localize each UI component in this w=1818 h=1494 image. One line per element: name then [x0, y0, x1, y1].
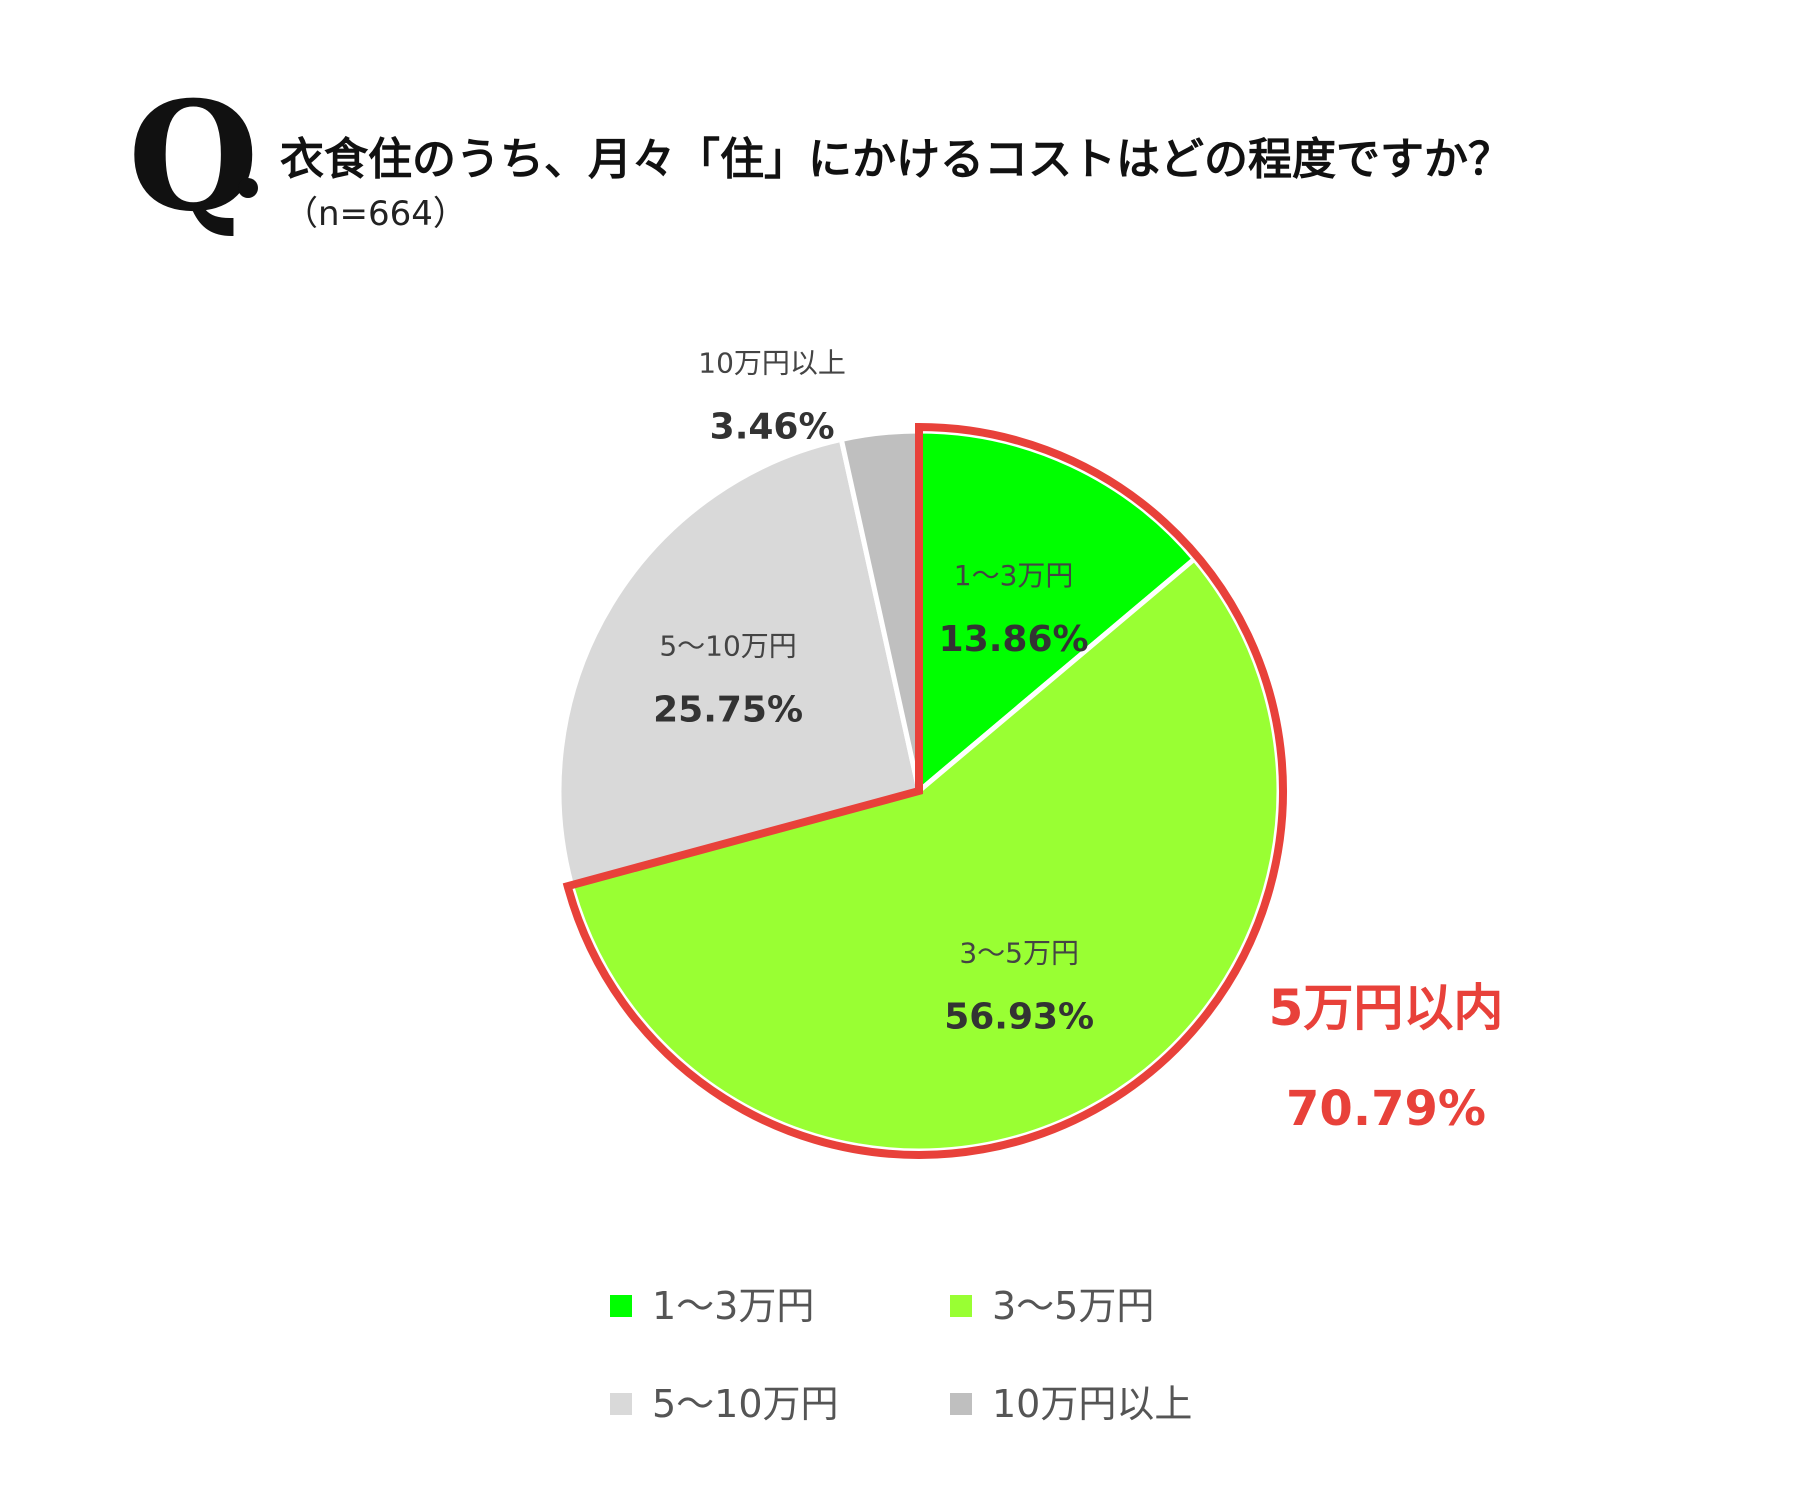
sample-size: （n=664）	[284, 194, 467, 234]
pie-chart: 1～3万円 13.86% 3～5万円 56.93% 5～10万円 25.75% 10万円以上…	[556, 346, 1504, 1159]
legend-label: 3～5万円	[992, 1283, 1155, 1328]
legend-item: 3～5万円	[950, 1280, 1290, 1328]
legend-swatch	[950, 1295, 972, 1317]
legend: 1～3万円 3～5万円 5～10万円 10万円以上	[610, 1280, 1290, 1426]
pie-slice	[556, 436, 922, 889]
legend-item: 5～10万円	[610, 1378, 950, 1426]
slice-value-label: 25.75%	[653, 689, 803, 730]
legend-swatch	[610, 1393, 632, 1415]
q-dot-icon	[238, 178, 258, 198]
slice-category-label: 10万円以上	[698, 346, 846, 379]
slice-value-label: 3.46%	[710, 406, 835, 447]
highlight-label: 5万円以内	[1269, 979, 1504, 1037]
slice-value-label: 13.86%	[939, 619, 1089, 660]
slice-category-label: 3～5万円	[959, 936, 1079, 969]
q-mark: Q	[128, 69, 259, 245]
legend-label: 1～3万円	[652, 1283, 815, 1328]
legend-item: 1～3万円	[610, 1280, 950, 1328]
highlight-outline	[562, 422, 1287, 1159]
legend-swatch	[950, 1393, 972, 1415]
legend-swatch	[610, 1295, 632, 1317]
legend-item: 10万円以上	[950, 1378, 1290, 1426]
slice-category-label: 1～3万円	[954, 559, 1074, 592]
legend-label: 5～10万円	[652, 1381, 839, 1426]
pie-slice	[916, 428, 1198, 797]
chart-title: 衣食住のうち、月々「住」にかけるコストはどの程度ですか？	[280, 134, 1512, 185]
slice-value-label: 56.93%	[944, 996, 1094, 1037]
pie-slice	[568, 555, 1282, 1154]
highlight-value: 70.79%	[1286, 1081, 1486, 1137]
slice-category-label: 5～10万円	[659, 629, 796, 662]
legend-label: 10万円以上	[992, 1381, 1193, 1426]
